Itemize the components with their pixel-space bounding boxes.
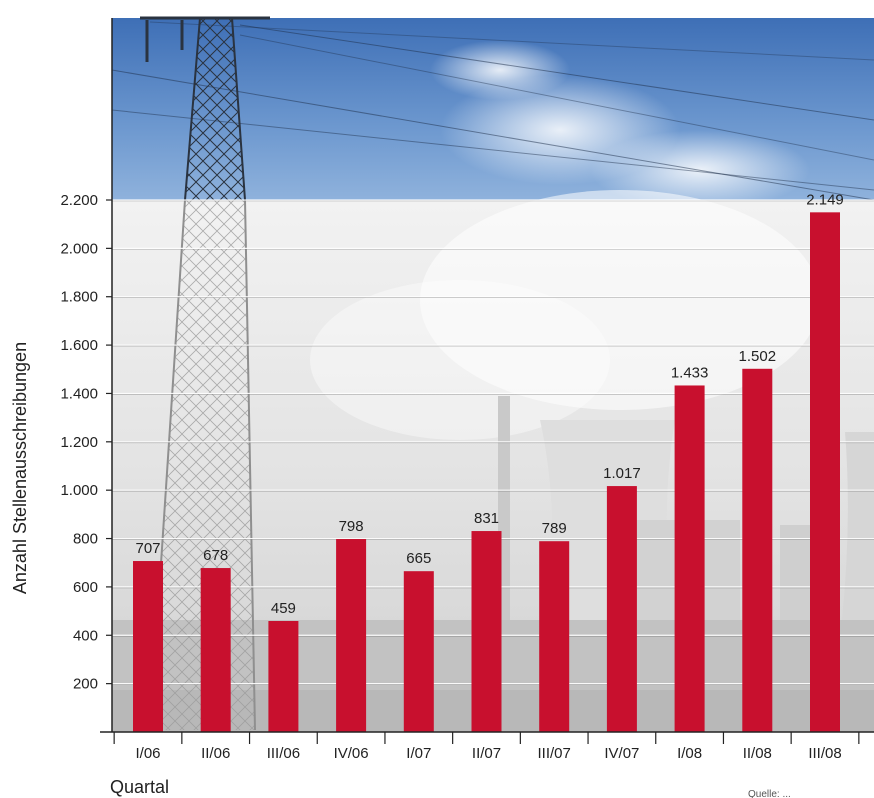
x-tick-label: II/08 <box>743 745 772 762</box>
data-label: 459 <box>271 600 296 617</box>
y-tick-label: 2.000 <box>60 240 98 257</box>
y-tick-label: 1.600 <box>60 337 98 354</box>
x-tick-label: IV/07 <box>604 745 639 762</box>
data-label: 798 <box>339 518 364 535</box>
x-tick-label: I/07 <box>406 745 431 762</box>
bar <box>403 571 434 732</box>
bar <box>200 568 231 732</box>
bar <box>336 539 367 732</box>
data-label: 831 <box>474 510 499 527</box>
data-label: 665 <box>406 550 431 567</box>
y-tick-label: 200 <box>73 676 98 693</box>
y-tick-label: 2.200 <box>60 192 98 209</box>
y-tick-label: 1.800 <box>60 289 98 306</box>
data-label: 2.149 <box>806 191 844 208</box>
data-label: 1.017 <box>603 465 641 482</box>
y-tick-label: 600 <box>73 579 98 596</box>
x-tick-label: II/06 <box>201 745 230 762</box>
bar <box>742 368 773 732</box>
y-tick-label: 400 <box>73 627 98 644</box>
data-label: 789 <box>542 520 567 537</box>
y-tick-label: 1.200 <box>60 434 98 451</box>
data-label: 1.502 <box>739 348 777 365</box>
background-photo <box>111 16 874 732</box>
x-tick-label: I/08 <box>677 745 702 762</box>
bar <box>606 486 637 732</box>
x-tick-label: III/08 <box>808 745 841 762</box>
data-label: 1.433 <box>671 364 709 381</box>
bar <box>268 621 299 732</box>
x-tick-label: IV/06 <box>334 745 369 762</box>
bar <box>674 385 705 732</box>
bars <box>133 212 840 732</box>
x-tick-label: II/07 <box>472 745 501 762</box>
y-tick-label: 1.400 <box>60 385 98 402</box>
source-note: Quelle: ... <box>748 789 791 798</box>
y-axis-title: Anzahl Stellenausschreibungen <box>10 342 30 594</box>
bar <box>810 212 840 732</box>
data-label: 707 <box>135 540 160 557</box>
bar <box>133 561 163 732</box>
data-labels: 707 678 459 798 665 831 789 1.017 1.433 1.502 2.14… <box>135 191 843 617</box>
x-tick-label: III/07 <box>538 745 571 762</box>
x-tick-label: III/06 <box>267 745 300 762</box>
y-axis: 200 400 600 800 1.000 1.200 1.400 1.600 1.800 2.0… <box>60 18 113 732</box>
y-tick-label: 1.000 <box>60 482 98 499</box>
data-label: 678 <box>203 547 228 564</box>
x-axis-title: Quartal <box>110 777 169 797</box>
bar <box>539 541 570 732</box>
bar <box>471 531 502 732</box>
x-tick-label: I/06 <box>135 745 160 762</box>
x-axis: I/06 II/06 III/06 IV/06 I/07 II/07 III/07 IV/07… <box>100 731 874 762</box>
y-tick-label: 800 <box>73 531 98 548</box>
